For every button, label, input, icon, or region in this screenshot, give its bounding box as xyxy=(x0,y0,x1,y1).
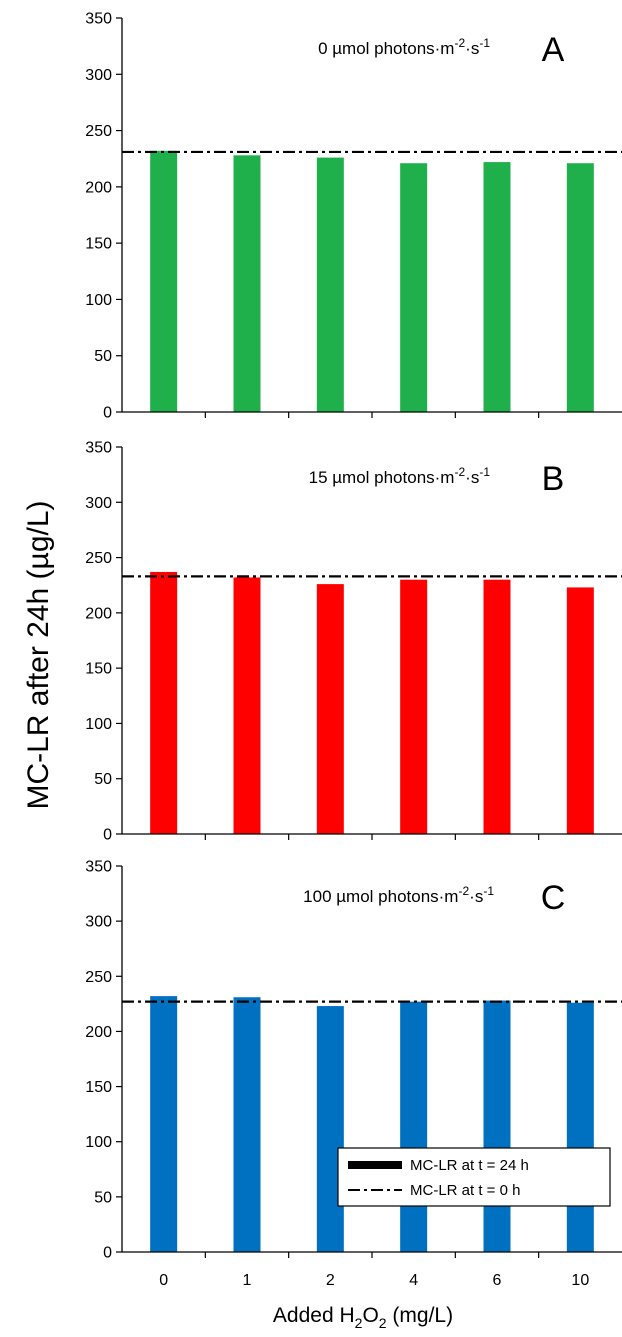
panel-title-text: ·s xyxy=(465,39,479,58)
panel-title-sup: -1 xyxy=(483,884,494,898)
panel-title-text: 0 µmol photons·m xyxy=(318,39,454,58)
y-tick-label: 100 xyxy=(85,1134,112,1151)
y-tick-label: 200 xyxy=(85,1024,112,1041)
bar-c-2 xyxy=(316,1006,344,1252)
y-tick-label: 200 xyxy=(85,605,112,622)
bar-b-0 xyxy=(150,571,178,834)
bar-b-10 xyxy=(566,587,594,834)
panel-title-text: ·s xyxy=(465,468,479,487)
legend-box xyxy=(337,1147,611,1207)
panel-title: 15 µmol photons·m-2·s-1 xyxy=(309,465,491,487)
y-tick-label: 50 xyxy=(94,1189,112,1206)
panel-title-text: ·s xyxy=(469,887,483,906)
y-tick-label: 0 xyxy=(103,827,112,844)
y-tick-label: 150 xyxy=(85,1079,112,1096)
panel-title-sup: -1 xyxy=(479,465,490,479)
y-axis-label: MC-LR after 24h (µg/L) xyxy=(22,500,55,809)
x-tick-label: 4 xyxy=(409,1272,418,1289)
panel-letter: A xyxy=(542,31,565,69)
x-axis-label-end: (mg/L) xyxy=(387,1304,454,1327)
y-tick-label: 250 xyxy=(85,123,112,140)
bar-b-4 xyxy=(400,579,428,834)
y-tick-label: 250 xyxy=(85,550,112,567)
x-tick-label: 10 xyxy=(571,1272,589,1289)
legend: MC-LR at t = 24 h MC-LR at t = 0 h xyxy=(337,1147,611,1207)
bar-b-2 xyxy=(316,584,344,834)
y-tick-label: 250 xyxy=(85,969,112,986)
y-tick-label: 200 xyxy=(85,179,112,196)
y-tick-label: 350 xyxy=(85,440,112,457)
y-tick-label: 100 xyxy=(85,292,112,309)
bar-c-6 xyxy=(483,1000,511,1252)
y-tick-label: 300 xyxy=(85,495,112,512)
panel-title-text: 100 µmol photons·m xyxy=(303,887,458,906)
y-tick-label: 0 xyxy=(103,405,112,422)
y-tick-label: 150 xyxy=(85,236,112,253)
bar-a-6 xyxy=(483,162,511,412)
x-tick-label: 1 xyxy=(243,1272,252,1289)
x-axis-label-sub: 2 xyxy=(355,1315,363,1331)
x-tick-label: 0 xyxy=(159,1272,168,1289)
y-tick-label: 100 xyxy=(85,716,112,733)
panel-b: 0 50 100 150 200 250 300 350 15 µmol photons·m-2… xyxy=(85,440,622,844)
legend-label-0h: MC-LR at t = 0 h xyxy=(410,1182,520,1199)
x-axis-label-sub2: 2 xyxy=(379,1315,387,1331)
panel-title-text: 15 µmol photons·m xyxy=(309,468,455,487)
panel-title: 100 µmol photons·m-2·s-1 xyxy=(303,884,494,906)
y-tick-label: 50 xyxy=(94,348,112,365)
y-tick-label: 50 xyxy=(94,771,112,788)
panel-title-sup: -2 xyxy=(458,884,469,898)
panel-a: 0 50 100 150 200 250 300 350 0 µmol photons·m-2·… xyxy=(85,11,622,422)
bar-a-0 xyxy=(150,150,178,412)
bar-a-10 xyxy=(566,163,594,412)
bar-c-0 xyxy=(150,996,178,1252)
panel-title-sup: -1 xyxy=(479,36,490,50)
bar-a-4 xyxy=(400,163,428,412)
y-tick-label: 350 xyxy=(85,11,112,28)
panel-letter: B xyxy=(542,460,565,498)
bar-a-1 xyxy=(233,155,261,412)
legend-label-24h: MC-LR at t = 24 h xyxy=(410,1157,529,1174)
bar-c-1 xyxy=(233,997,261,1252)
bar-c-10 xyxy=(566,1002,594,1252)
x-axis-label-mid: O xyxy=(362,1304,378,1327)
x-tick-label: 2 xyxy=(326,1272,335,1289)
y-tick-label: 300 xyxy=(85,67,112,84)
panel-letter: C xyxy=(541,879,566,917)
panel-title: 0 µmol photons·m-2·s-1 xyxy=(318,36,490,58)
x-axis-label-main: Added H xyxy=(273,1304,355,1327)
bar-c-4 xyxy=(400,1001,428,1252)
x-axis-label: Added H2O2 (mg/L) xyxy=(273,1304,453,1331)
bar-b-1 xyxy=(233,577,261,834)
x-tick-label: 6 xyxy=(493,1272,502,1289)
panel-title-sup: -2 xyxy=(454,36,465,50)
bar-a-2 xyxy=(316,157,344,412)
y-tick-label: 350 xyxy=(85,859,112,876)
panel-title-sup: -2 xyxy=(454,465,465,479)
bar-b-6 xyxy=(483,579,511,834)
y-tick-label: 0 xyxy=(103,1245,112,1262)
y-tick-label: 150 xyxy=(85,661,112,678)
y-tick-label: 300 xyxy=(85,914,112,931)
